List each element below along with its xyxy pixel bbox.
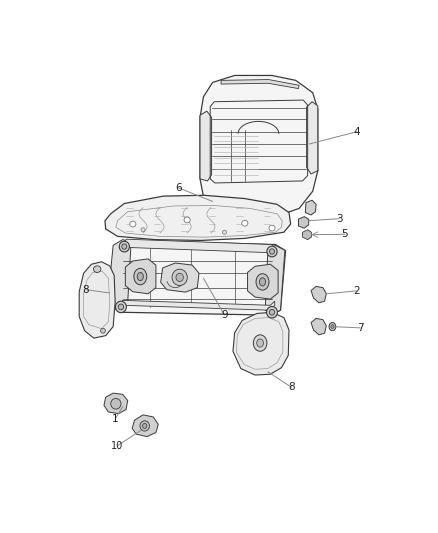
- Polygon shape: [305, 200, 316, 215]
- Polygon shape: [121, 301, 275, 310]
- Ellipse shape: [269, 249, 275, 254]
- Text: 7: 7: [357, 323, 364, 333]
- Text: 3: 3: [336, 214, 343, 224]
- Polygon shape: [200, 76, 318, 219]
- Ellipse shape: [267, 246, 277, 257]
- Ellipse shape: [111, 399, 121, 409]
- Polygon shape: [298, 216, 309, 228]
- Ellipse shape: [269, 225, 275, 231]
- Ellipse shape: [101, 328, 105, 333]
- Polygon shape: [104, 393, 128, 414]
- Text: 5: 5: [342, 229, 348, 239]
- Ellipse shape: [242, 220, 248, 226]
- Polygon shape: [265, 245, 285, 314]
- Polygon shape: [233, 312, 289, 375]
- Polygon shape: [303, 230, 311, 240]
- Polygon shape: [132, 415, 158, 437]
- Polygon shape: [125, 259, 156, 294]
- Ellipse shape: [119, 241, 130, 252]
- Polygon shape: [221, 79, 299, 88]
- Polygon shape: [200, 111, 212, 181]
- Ellipse shape: [134, 268, 147, 285]
- Text: 2: 2: [353, 286, 360, 296]
- Ellipse shape: [130, 221, 136, 227]
- Ellipse shape: [259, 278, 265, 286]
- Text: 8: 8: [83, 285, 89, 295]
- Polygon shape: [107, 240, 286, 315]
- Ellipse shape: [253, 335, 267, 351]
- Ellipse shape: [140, 421, 149, 431]
- Ellipse shape: [267, 306, 277, 318]
- Ellipse shape: [257, 339, 264, 347]
- Ellipse shape: [184, 217, 190, 223]
- Polygon shape: [161, 263, 199, 292]
- Ellipse shape: [331, 325, 334, 328]
- Ellipse shape: [118, 304, 124, 310]
- Text: 9: 9: [221, 310, 228, 320]
- Ellipse shape: [137, 272, 143, 281]
- Polygon shape: [311, 318, 326, 335]
- Ellipse shape: [141, 228, 145, 232]
- Ellipse shape: [223, 230, 226, 235]
- Ellipse shape: [122, 244, 127, 249]
- Ellipse shape: [116, 301, 127, 313]
- Text: 6: 6: [175, 183, 182, 193]
- Polygon shape: [307, 102, 318, 174]
- Text: 8: 8: [288, 382, 295, 392]
- Ellipse shape: [93, 266, 101, 272]
- Ellipse shape: [269, 309, 275, 315]
- Polygon shape: [79, 262, 115, 338]
- Ellipse shape: [176, 273, 184, 281]
- Text: 10: 10: [111, 441, 124, 450]
- Text: 4: 4: [353, 127, 360, 136]
- Polygon shape: [105, 195, 291, 240]
- Ellipse shape: [172, 269, 187, 286]
- Polygon shape: [123, 239, 275, 253]
- Text: 1: 1: [112, 414, 119, 424]
- Ellipse shape: [329, 322, 336, 330]
- Ellipse shape: [256, 273, 269, 290]
- Polygon shape: [311, 286, 326, 303]
- Polygon shape: [247, 264, 278, 299]
- Polygon shape: [107, 240, 131, 307]
- Ellipse shape: [142, 424, 147, 429]
